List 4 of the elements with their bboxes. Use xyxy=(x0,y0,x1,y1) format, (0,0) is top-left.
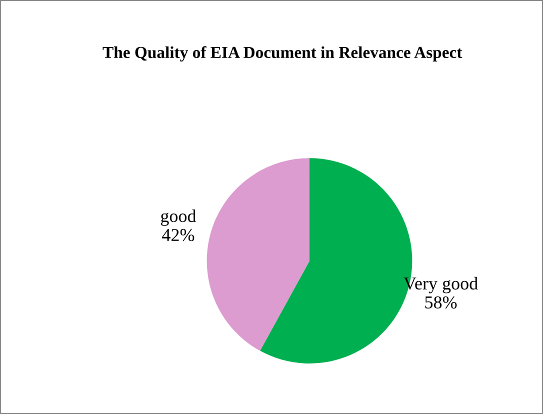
chart-title: The Quality of EIA Document in Relevance Aspect xyxy=(102,46,462,62)
data-label: 58% xyxy=(425,296,457,309)
slice-label: good xyxy=(160,209,196,226)
data-label: 42% xyxy=(162,228,194,242)
